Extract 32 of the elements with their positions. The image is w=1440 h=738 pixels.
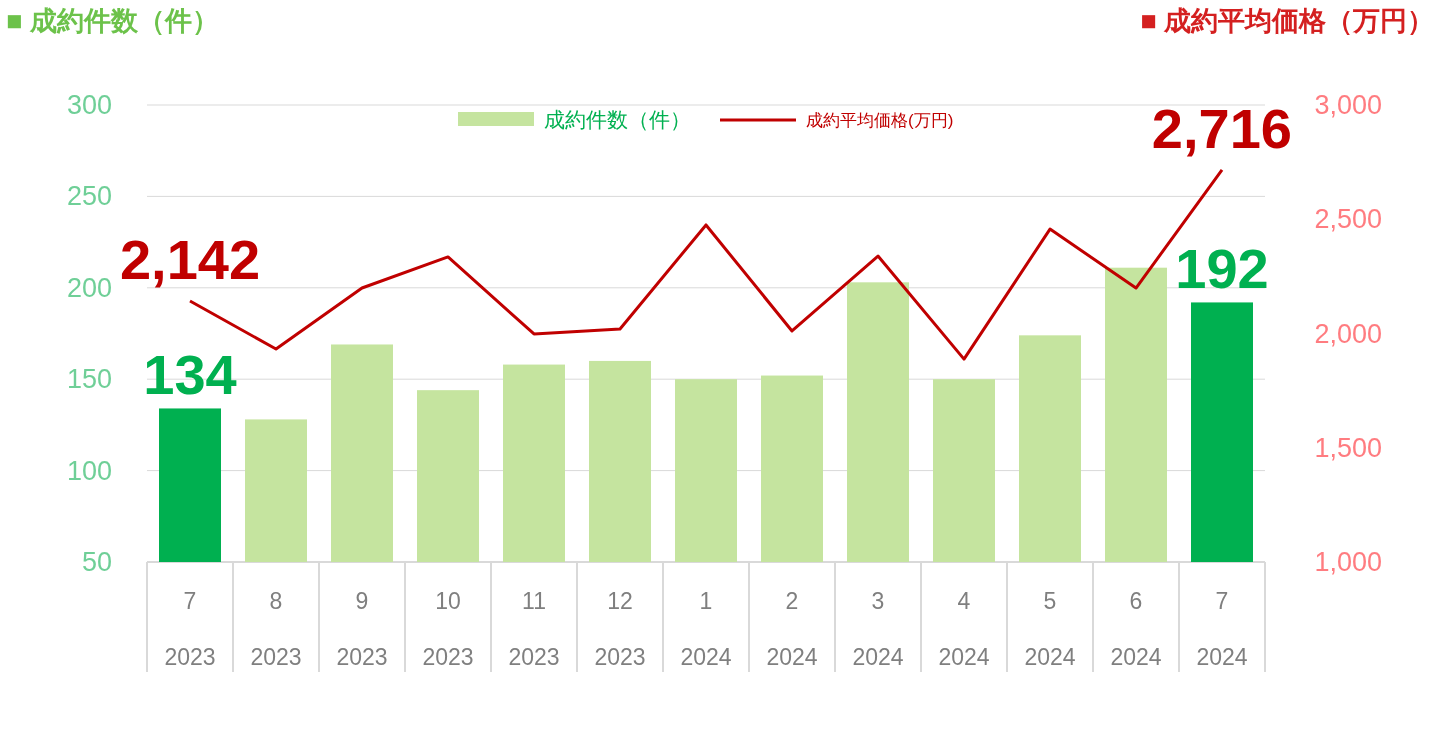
y-tick-label: 250	[66, 181, 112, 212]
y-tick-label: 300	[66, 90, 112, 120]
y-tick-label: 150	[66, 364, 112, 395]
category-label: 11 2023	[508, 588, 560, 670]
legend-label: 成約件数（件）	[544, 108, 691, 131]
category-label: 6 2024	[1110, 588, 1162, 670]
category-label: 7 2023	[164, 588, 216, 670]
y-tick-label: 200	[66, 272, 112, 303]
category-label: 1 2024	[680, 588, 732, 670]
category-label: 8 2023	[250, 588, 302, 670]
category-label: 7 2024	[1196, 588, 1248, 670]
data-label: 2,716	[1151, 96, 1292, 160]
category-label: 2 2024	[766, 588, 818, 670]
legend-label: 成約平均価格(万円)	[806, 111, 954, 130]
y2-tick-label: 3,000	[1314, 90, 1382, 120]
category-label: 10 2023	[422, 588, 474, 670]
y2-tick-label: 1,000	[1314, 547, 1382, 577]
data-label: 2,142	[119, 228, 261, 292]
y2-tick-label: 2,500	[1314, 204, 1382, 235]
data-label: 134	[143, 343, 237, 407]
category-label: 12 2023	[594, 588, 646, 670]
y2-tick-label: 1,500	[1314, 432, 1382, 463]
y-axis-title: ■ 成約件数（件）	[6, 6, 219, 36]
y2-axis-title: ■ 成約平均価格（万円）	[1140, 6, 1434, 36]
category-label: 5 2024	[1024, 588, 1076, 670]
y2-tick-label: 2,000	[1314, 318, 1382, 349]
y-tick-label: 50	[81, 547, 112, 577]
category-label: 9 2023	[336, 588, 388, 670]
y-tick-label: 100	[66, 455, 112, 486]
data-label: 192	[1175, 237, 1269, 301]
category-label: 3 2024	[852, 588, 904, 670]
category-label: 4 2024	[938, 588, 990, 670]
